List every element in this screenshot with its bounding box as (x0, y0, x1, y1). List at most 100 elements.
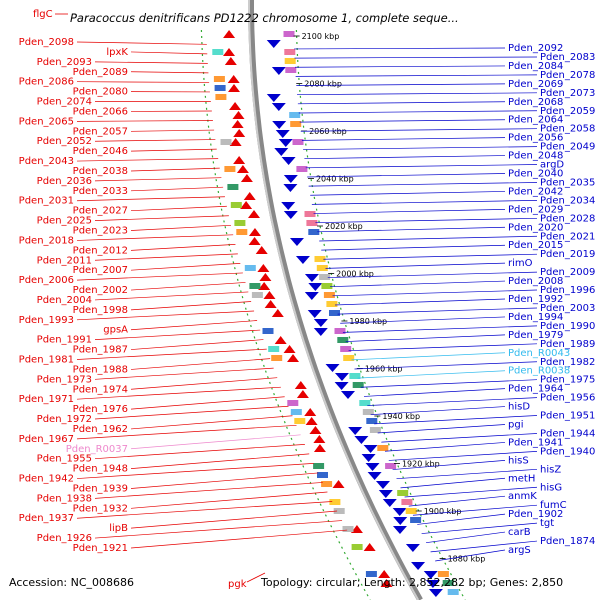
gene-label-pden_1996[interactable]: Pden_1996 (540, 285, 595, 296)
gene-label-pden_2093[interactable]: Pden_2093 (37, 57, 92, 68)
gene-label-pden_2029[interactable]: Pden_2029 (508, 204, 563, 215)
forward-strand-gene-arrow[interactable] (378, 490, 393, 498)
gene-label-lipb[interactable]: lipB (109, 523, 128, 534)
forward-strand-gene-arrow[interactable] (283, 175, 298, 183)
gene-label-pden_1988[interactable]: Pden_1988 (73, 364, 128, 375)
gene-label-pden_2058[interactable]: Pden_2058 (540, 124, 595, 135)
gene-label-pden_1956[interactable]: Pden_1956 (540, 393, 595, 404)
forward-strand-gene-arrow[interactable] (375, 481, 390, 489)
gene-label-pden_2036[interactable]: Pden_2036 (37, 176, 92, 187)
gene-label-pden_2015[interactable]: Pden_2015 (508, 240, 563, 251)
gene-label-pden_1982[interactable]: Pden_1982 (540, 357, 595, 368)
gene-label-pden_2018[interactable]: Pden_2018 (19, 235, 74, 246)
gene-label-hisz[interactable]: hisZ (540, 464, 561, 475)
gene-label-pden_2020[interactable]: Pden_2020 (508, 222, 563, 233)
gene-label-pden_2056[interactable]: Pden_2056 (508, 133, 563, 144)
reverse-strand-gene-arrow[interactable] (236, 165, 249, 173)
gene-label-rimo[interactable]: rimO (508, 258, 533, 269)
forward-strand-gene-arrow[interactable] (348, 427, 363, 435)
gene-label-pden_1955[interactable]: Pden_1955 (37, 454, 92, 465)
gene-label-pden_2052[interactable]: Pden_2052 (37, 136, 92, 147)
gene-label-pden_1992[interactable]: Pden_1992 (508, 294, 563, 305)
forward-strand-gene-arrow[interactable] (307, 310, 322, 318)
reverse-strand-gene-arrow[interactable] (224, 57, 237, 65)
gene-label-pden_2059[interactable]: Pden_2059 (540, 106, 595, 117)
gene-label-pden_1942[interactable]: Pden_1942 (19, 474, 74, 485)
gene-label-pden_1994[interactable]: Pden_1994 (508, 312, 563, 323)
forward-strand-gene-arrow[interactable] (423, 571, 438, 579)
reverse-strand-gene-arrow[interactable] (305, 417, 318, 425)
reverse-strand-gene-arrow[interactable] (313, 435, 326, 443)
reverse-strand-gene-arrow[interactable] (248, 237, 261, 245)
gene-label-pden_2031[interactable]: Pden_2031 (19, 196, 74, 207)
forward-strand-gene-arrow[interactable] (281, 157, 296, 165)
gene-label-pden_1981[interactable]: Pden_1981 (19, 354, 74, 365)
gene-label-pden_2019[interactable]: Pden_2019 (540, 249, 595, 260)
gene-label-pden_1874[interactable]: Pden_1874 (540, 536, 595, 547)
gene-label-pden_2066[interactable]: Pden_2066 (73, 106, 128, 117)
title-gene-label[interactable]: flgC (33, 9, 53, 20)
reverse-strand-gene-arrow[interactable] (296, 390, 309, 398)
forward-strand-gene-arrow[interactable] (275, 130, 290, 138)
reverse-strand-gene-arrow[interactable] (248, 210, 261, 218)
reverse-strand-gene-arrow[interactable] (227, 84, 240, 92)
forward-strand-gene-arrow[interactable] (334, 382, 349, 390)
forward-strand-gene-arrow[interactable] (428, 589, 443, 597)
forward-strand-gene-arrow[interactable] (405, 544, 420, 552)
reverse-strand-gene-arrow[interactable] (223, 48, 236, 56)
reverse-strand-gene-arrow[interactable] (271, 309, 284, 317)
gene-label-pden_2073[interactable]: Pden_2073 (540, 88, 595, 99)
reverse-strand-gene-arrow[interactable] (287, 354, 300, 362)
forward-strand-gene-arrow[interactable] (283, 184, 298, 192)
gene-label-pden_2038[interactable]: Pden_2038 (73, 166, 128, 177)
reverse-strand-gene-arrow[interactable] (363, 543, 376, 551)
gene-label-meth[interactable]: metH (508, 473, 535, 484)
gene-label-pden_r0038[interactable]: Pden_R0038 (508, 366, 570, 377)
gene-label-pden_1973[interactable]: Pden_1973 (37, 374, 92, 385)
gene-label-fumc[interactable]: fumC (540, 500, 567, 511)
gene-label-pden_1951[interactable]: Pden_1951 (540, 411, 595, 422)
gene-label-pden_2084[interactable]: Pden_2084 (508, 61, 563, 72)
reverse-strand-gene-arrow[interactable] (313, 444, 326, 452)
gene-label-pden_2074[interactable]: Pden_2074 (37, 97, 92, 108)
forward-strand-gene-arrow[interactable] (283, 211, 298, 219)
forward-strand-gene-arrow[interactable] (295, 256, 310, 264)
forward-strand-gene-arrow[interactable] (365, 463, 380, 471)
reverse-strand-gene-arrow[interactable] (257, 264, 270, 272)
reverse-strand-gene-arrow[interactable] (274, 336, 287, 344)
gene-label-pden_2057[interactable]: Pden_2057 (73, 126, 128, 137)
gene-label-pden_1926[interactable]: Pden_1926 (37, 533, 92, 544)
gene-label-pden_1989[interactable]: Pden_1989 (540, 339, 595, 350)
gene-label-pden_1962[interactable]: Pden_1962 (73, 424, 128, 435)
forward-strand-gene-arrow[interactable] (367, 472, 382, 480)
forward-strand-gene-arrow[interactable] (266, 40, 281, 48)
reverse-strand-gene-arrow[interactable] (350, 525, 363, 533)
forward-strand-gene-arrow[interactable] (281, 202, 296, 210)
gene-label-pden_2043[interactable]: Pden_2043 (19, 156, 74, 167)
reverse-strand-gene-arrow[interactable] (259, 273, 272, 281)
gene-label-pden_2025[interactable]: Pden_2025 (37, 216, 92, 227)
gene-label-pden_2027[interactable]: Pden_2027 (73, 206, 128, 217)
gene-label-argd[interactable]: argD (540, 160, 564, 171)
reverse-strand-gene-arrow[interactable] (243, 192, 256, 200)
reverse-strand-gene-arrow[interactable] (233, 156, 246, 164)
gene-label-pden_2003[interactable]: Pden_2003 (540, 303, 595, 314)
gene-label-pden_1975[interactable]: Pden_1975 (540, 375, 595, 386)
forward-strand-gene-arrow[interactable] (304, 292, 319, 300)
gene-label-pden_1998[interactable]: Pden_1998 (73, 305, 128, 316)
gene-label-pden_1939[interactable]: Pden_1939 (73, 483, 128, 494)
gene-label-pden_2078[interactable]: Pden_2078 (540, 70, 595, 81)
gene-label-pden_2089[interactable]: Pden_2089 (73, 67, 128, 78)
gene-label-pden_1944[interactable]: Pden_1944 (540, 428, 595, 439)
gene-label-pden_r0043[interactable]: Pden_R0043 (508, 348, 570, 359)
reverse-strand-gene-arrow[interactable] (248, 228, 261, 236)
gene-label-carb[interactable]: carB (508, 527, 531, 538)
gene-label-pden_2012[interactable]: Pden_2012 (73, 245, 128, 256)
gene-label-pden_2021[interactable]: Pden_2021 (540, 231, 595, 242)
reverse-strand-gene-arrow[interactable] (264, 300, 277, 308)
forward-strand-gene-arrow[interactable] (266, 94, 281, 102)
forward-strand-gene-arrow[interactable] (392, 508, 407, 516)
reverse-strand-gene-arrow[interactable] (232, 111, 245, 119)
reverse-strand-gene-arrow[interactable] (255, 246, 268, 254)
gene-label-pden_1990[interactable]: Pden_1990 (540, 321, 595, 332)
